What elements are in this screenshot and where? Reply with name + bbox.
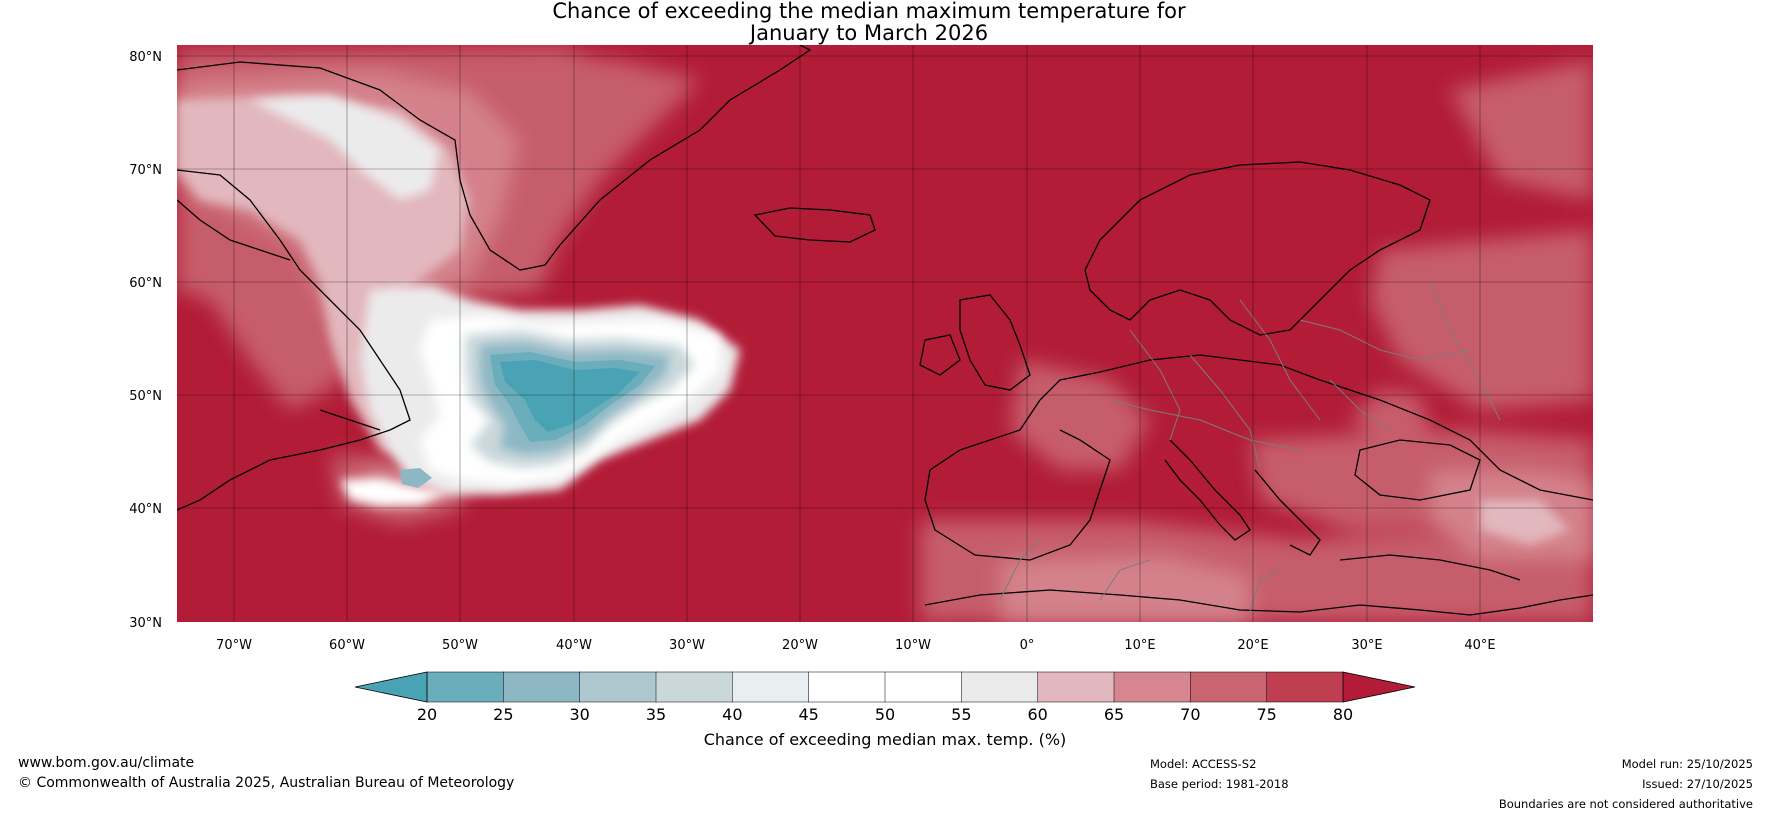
lat-label: 40°N: [129, 502, 162, 517]
lon-label: 50°W: [442, 638, 478, 653]
graticule: [177, 45, 1593, 622]
issued-text: Issued: 27/10/2025: [1642, 777, 1753, 791]
colorbar-under-arrow: [354, 671, 428, 703]
colorbar-tick-label: 75: [1256, 705, 1276, 724]
colorbar-ticks: 20 25 30 35 40 45 50 55 60 65 70 75 80: [417, 705, 1353, 724]
lat-label: 50°N: [129, 389, 162, 404]
map-panel: [177, 45, 1593, 622]
colorbar-tick-label: 35: [646, 705, 666, 724]
colorbar-tick-label: 30: [569, 705, 589, 724]
colorbar-segment: [655, 671, 734, 703]
colorbar-tick-label: 40: [722, 705, 742, 724]
lat-label: 80°N: [129, 50, 162, 65]
map-title-line-2: January to March 2026: [749, 21, 989, 45]
model-run-text: Model run: 25/10/2025: [1621, 757, 1753, 771]
colorbar-segment: [961, 671, 1039, 703]
colorbar-tick-label: 25: [493, 705, 513, 724]
lon-label: 40°E: [1464, 638, 1495, 653]
colorbar-segment: [884, 671, 963, 703]
colorbar-segment: [1037, 671, 1115, 703]
lon-label: 30°W: [669, 638, 705, 653]
colorbar-label: Chance of exceeding median max. temp. (%…: [704, 730, 1067, 749]
longitude-labels: 70°W 60°W 50°W 40°W 30°W 20°W 10°W 0° 10…: [216, 638, 1496, 653]
colorbar-segment: [503, 671, 581, 703]
lon-label: 20°E: [1237, 638, 1268, 653]
model-text: Model: ACCESS-S2: [1150, 757, 1257, 771]
colorbar-tick-label: 50: [875, 705, 895, 724]
colorbar-tick-label: 65: [1104, 705, 1124, 724]
lat-label: 30°N: [129, 616, 162, 631]
lon-label: 60°W: [329, 638, 365, 653]
lon-label: 40°W: [556, 638, 592, 653]
colorbar-segment: [1266, 671, 1344, 703]
lon-label: 30°E: [1351, 638, 1382, 653]
colorbar-tick-label: 20: [417, 705, 437, 724]
colorbar-segment: [732, 671, 810, 703]
colorbar-segment: [579, 671, 657, 703]
website-link[interactable]: www.bom.gov.au/climate: [18, 755, 195, 771]
colorbar-segment: [808, 671, 886, 703]
colorbar-segment: [1113, 671, 1192, 703]
colorbar-segment: [1190, 671, 1268, 703]
latitude-labels: 80°N 70°N 60°N 50°N 40°N 30°N: [129, 50, 162, 631]
disclaimer-text: Boundaries are not considered authoritat…: [1498, 797, 1753, 811]
lat-label: 70°N: [129, 163, 162, 178]
copyright-text: © Commonwealth of Australia 2025, Austra…: [18, 775, 515, 791]
colorbar-tick-label: 60: [1027, 705, 1047, 724]
probability-below-50-region: [400, 330, 695, 488]
colorbar-tick-label: 55: [951, 705, 971, 724]
base-period-text: Base period: 1981-2018: [1150, 777, 1289, 791]
lon-label: 70°W: [216, 638, 252, 653]
lon-label: 10°W: [895, 638, 931, 653]
lon-label: 20°W: [782, 638, 818, 653]
colorbar-segments: [426, 671, 1344, 703]
colorbar-segment: [426, 671, 505, 703]
colorbar: 20 25 30 35 40 45 50 55 60 65 70 75 80 Chance of exc…: [354, 671, 1416, 749]
colorbar-tick-label: 45: [798, 705, 818, 724]
lat-label: 60°N: [129, 276, 162, 291]
lon-label: 10°E: [1124, 638, 1155, 653]
colorbar-tick-label: 70: [1180, 705, 1200, 724]
colorbar-over-arrow: [1342, 671, 1416, 703]
coastlines: [177, 45, 1593, 616]
map-title-line-1: Chance of exceeding the median maximum t…: [552, 0, 1186, 23]
lon-label: 0°: [1020, 638, 1035, 653]
country-borders: [999, 279, 1501, 613]
colorbar-tick-label: 80: [1333, 705, 1353, 724]
